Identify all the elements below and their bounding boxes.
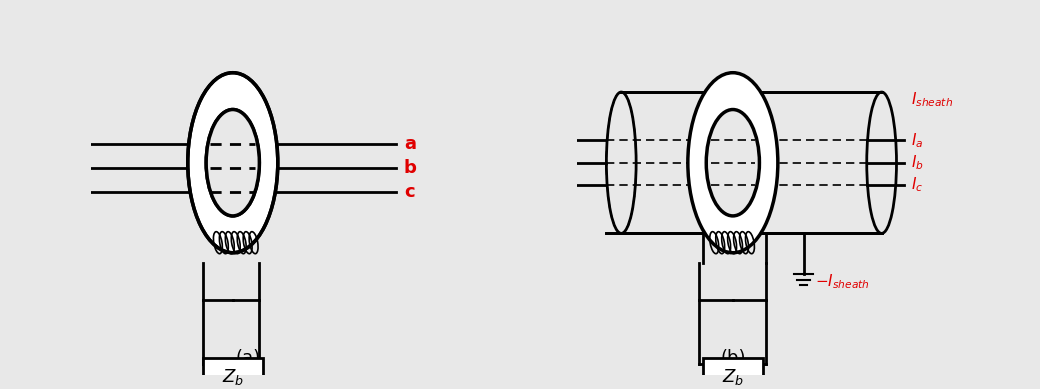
Text: $I_{sheath}$: $I_{sheath}$: [911, 90, 954, 109]
Text: (a): (a): [235, 349, 260, 367]
Text: a: a: [404, 135, 416, 153]
Bar: [703, 358, 762, 389]
Ellipse shape: [606, 92, 636, 233]
Ellipse shape: [866, 92, 896, 233]
Text: (b): (b): [720, 349, 746, 367]
Ellipse shape: [687, 73, 778, 253]
Bar: [203, 358, 262, 389]
Text: $Z_b$: $Z_b$: [222, 366, 243, 387]
Text: $I_c$: $I_c$: [911, 176, 924, 194]
Text: $Z_b$: $Z_b$: [722, 366, 744, 387]
Text: $I_a$: $I_a$: [911, 131, 924, 150]
Ellipse shape: [206, 110, 259, 216]
Text: $-I_{sheath}$: $-I_{sheath}$: [814, 272, 869, 291]
Text: $I_b$: $I_b$: [911, 153, 925, 172]
Text: c: c: [404, 184, 415, 202]
Text: b: b: [404, 159, 417, 177]
Ellipse shape: [188, 73, 278, 253]
Ellipse shape: [706, 110, 759, 216]
